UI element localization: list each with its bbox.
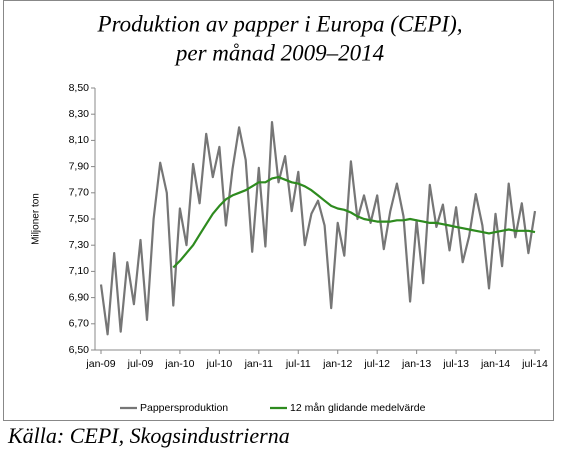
source: Källa: CEPI, Skogsindustrierna (7, 423, 290, 448)
x-tick-label: jan-13 (401, 358, 431, 370)
y-tick-label: 8,30 (69, 108, 90, 120)
y-tick-label: 7,30 (69, 239, 90, 251)
x-tick-label: jan-09 (85, 358, 115, 370)
y-tick-label: 7,70 (69, 187, 90, 199)
x-tick-label: jul-09 (127, 358, 154, 370)
chart-title: Produktion av papper i Europa (CEPI), (97, 11, 463, 36)
x-tick-label: jan-11 (244, 358, 274, 370)
y-tick-label: 6,70 (69, 318, 90, 330)
x-tick-label: jul-10 (206, 358, 233, 370)
y-tick-label: 8,10 (69, 134, 90, 146)
x-tick-label: jul-13 (442, 358, 469, 370)
y-tick-label: 7,90 (69, 160, 90, 172)
x-tick-label: jan-10 (164, 358, 194, 370)
x-tick-label: jul-11 (285, 358, 311, 370)
y-tick-label: 7,50 (69, 213, 90, 225)
series-line (172, 176, 536, 269)
legend-label: Pappersproduktion (140, 402, 228, 414)
series-line (99, 121, 537, 336)
y-tick-label: 8,50 (69, 82, 90, 94)
x-tick-label: jul-12 (363, 358, 390, 370)
y-tick-label: 7,10 (69, 265, 90, 277)
chart-title: per månad 2009–2014 (174, 40, 384, 65)
x-tick-label: jul-14 (521, 358, 548, 370)
x-tick-label: jan-12 (322, 358, 352, 370)
x-tick-label: jan-14 (480, 358, 510, 370)
y-axis-label: Miljoner ton (31, 193, 42, 245)
legend-label: 12 mån glidande medelvärde (290, 402, 426, 414)
y-tick-label: 6,50 (69, 344, 90, 356)
y-tick-label: 6,90 (69, 291, 90, 303)
